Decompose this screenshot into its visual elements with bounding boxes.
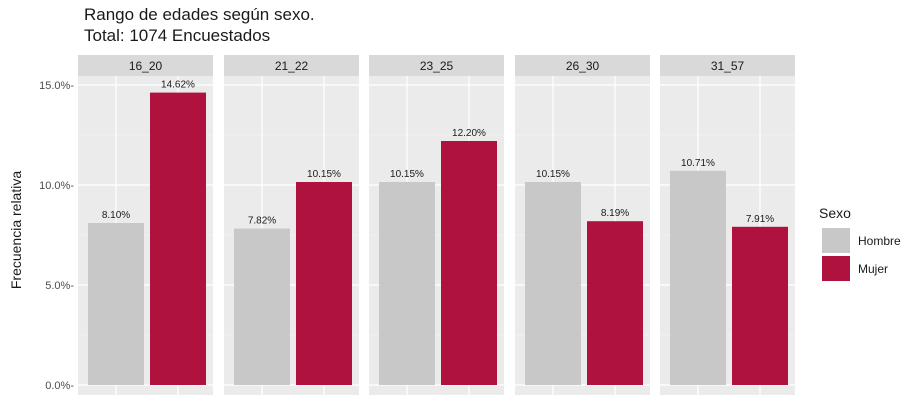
bar-mujer-21_22 <box>296 182 352 385</box>
facet-strip-label: 26_30 <box>566 59 600 73</box>
data-label: 10.71% <box>681 158 715 169</box>
facet-strip <box>78 55 213 76</box>
facet-strip <box>224 55 359 76</box>
facet-strip-label: 23_25 <box>420 59 454 73</box>
data-label: 8.19% <box>601 208 629 219</box>
y-tick-label: 15.0%- <box>39 80 74 92</box>
legend-key-hombre <box>822 228 850 253</box>
data-label: 10.15% <box>307 169 341 180</box>
legend-label-mujer: Mujer <box>858 262 888 276</box>
bar-mujer-16_20 <box>150 92 206 385</box>
legend: Sexo Hombre Mujer <box>819 205 901 281</box>
data-label: 7.82% <box>248 216 276 227</box>
data-label: 8.10% <box>102 210 130 221</box>
y-tick-label: 0.0%- <box>45 380 74 392</box>
facet-strip <box>369 55 504 76</box>
y-tick-label: 10.0%- <box>39 180 74 192</box>
bar-hombre-23_25 <box>379 182 435 385</box>
legend-label-hombre: Hombre <box>858 234 901 248</box>
bar-hombre-21_22 <box>234 228 290 385</box>
facet-strip <box>515 55 650 76</box>
facet-panel-23_25: 23_25 10.15% 12.20% <box>369 55 504 395</box>
facet-panel-21_22: 21_22 7.82% 10.15% <box>224 55 359 395</box>
bar-hombre-26_30 <box>525 182 581 385</box>
chart-title: Rango de edades según sexo. <box>84 5 315 24</box>
bar-mujer-26_30 <box>587 221 643 385</box>
bar-hombre-31_57 <box>670 170 726 385</box>
bar-mujer-23_25 <box>441 141 497 385</box>
facet-panels: 16_20 8.10% 14.62% 21_22 7.82% 10.15% 23_25 10.… <box>78 55 795 395</box>
data-label: 14.62% <box>161 80 195 91</box>
facet-panel-31_57: 31_57 10.71% 7.91% <box>660 55 795 395</box>
data-label: 10.15% <box>536 169 570 180</box>
bar-mujer-31_57 <box>732 226 788 385</box>
facet-strip <box>660 55 795 76</box>
facet-panel-26_30: 26_30 10.15% 8.19% <box>515 55 650 395</box>
y-axis-title: Frecuencia relativa <box>8 171 24 289</box>
legend-title: Sexo <box>819 205 851 221</box>
y-axis: 0.0%- 5.0%- 10.0%- 15.0%- <box>39 80 74 392</box>
facet-strip-label: 31_57 <box>711 59 745 73</box>
data-label: 7.91% <box>746 214 774 225</box>
y-tick-label: 5.0%- <box>45 280 74 292</box>
facet-strip-label: 21_22 <box>275 59 309 73</box>
data-label: 10.15% <box>390 169 424 180</box>
legend-key-mujer <box>822 256 850 281</box>
facet-strip-label: 16_20 <box>129 59 163 73</box>
chart-subtitle: Total: 1074 Encuestados <box>84 26 270 45</box>
facet-panel-16_20: 16_20 8.10% 14.62% <box>78 55 213 395</box>
bar-hombre-16_20 <box>88 223 144 385</box>
data-label: 12.20% <box>452 128 486 139</box>
